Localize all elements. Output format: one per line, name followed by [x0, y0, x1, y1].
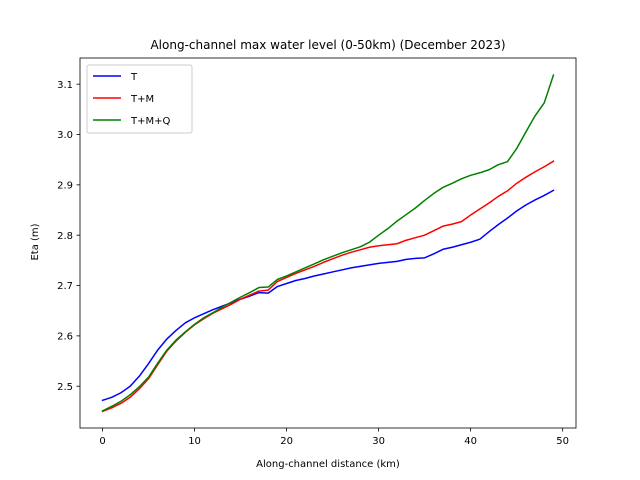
- plot-frame: [79, 57, 577, 429]
- y-tick-label: 2.5: [57, 382, 73, 393]
- ticks-layer: 0 10 20 30 40 50 2.5 2.6 2.7 2.8 2.9 3.0 3.1: [57, 80, 569, 447]
- y-tick-label: 3.1: [57, 80, 73, 91]
- y-axis-label: Eta (m): [30, 223, 41, 260]
- series-line-0: [101, 189, 555, 402]
- y-tick-label: 2.6: [57, 331, 73, 342]
- chart-title: Along-channel max water level (0-50km) (…: [150, 38, 505, 52]
- legend-box: [86, 64, 193, 134]
- y-tick-label: 3.0: [57, 130, 73, 141]
- x-tick-label: 30: [372, 436, 385, 447]
- x-tick-label: 20: [280, 436, 293, 447]
- series-layer: [101, 74, 555, 413]
- y-tick-label: 2.9: [57, 180, 73, 191]
- legend-label-2: T+M+Q: [130, 116, 170, 127]
- x-tick-label: 0: [99, 436, 105, 447]
- series-line-2: [101, 74, 555, 412]
- legend-label-0: T: [130, 72, 138, 83]
- legend-label-1: T+M: [130, 94, 154, 105]
- y-tick-label: 2.7: [57, 281, 73, 292]
- x-tick-label: 10: [188, 436, 201, 447]
- y-tick-label: 2.8: [57, 231, 73, 242]
- x-axis-label: Along-channel distance (km): [256, 459, 400, 470]
- x-tick-label: 50: [556, 436, 569, 447]
- axes-layer: [79, 57, 577, 429]
- x-tick-label: 40: [464, 436, 477, 447]
- legend: T T+M T+M+Q: [86, 64, 193, 134]
